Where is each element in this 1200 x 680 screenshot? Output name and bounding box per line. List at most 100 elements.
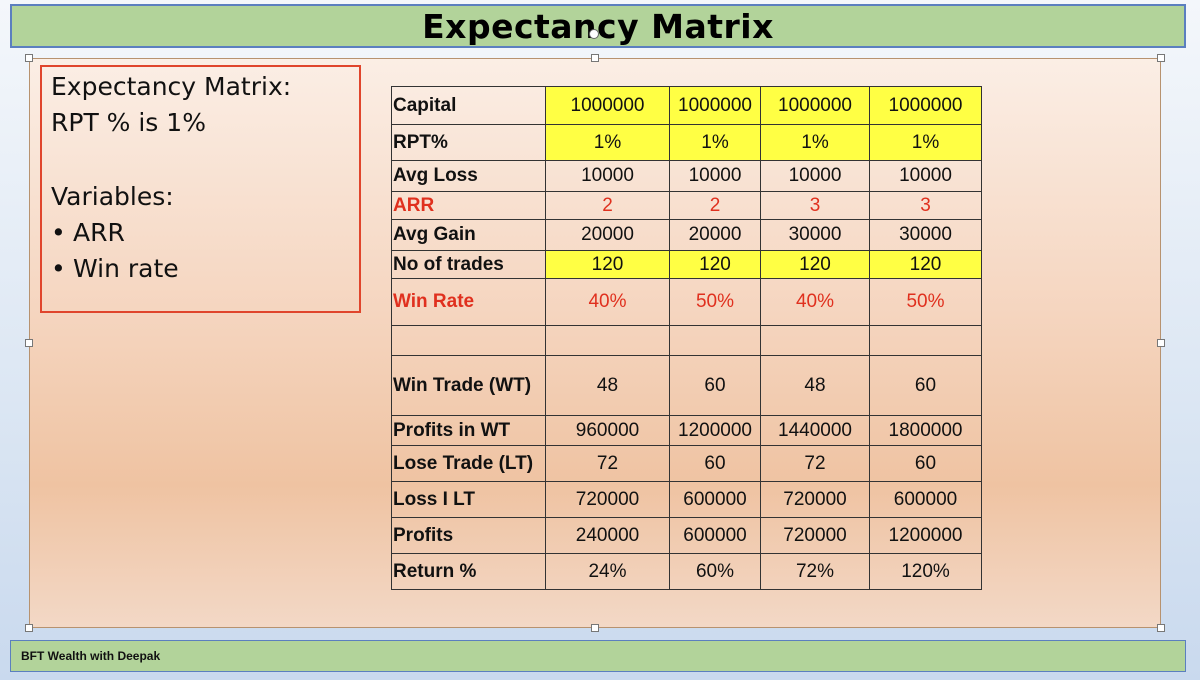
table-row — [391, 325, 982, 356]
footer-text: BFT Wealth with Deepak — [21, 649, 161, 663]
expectancy-table[interactable]: Capital 1000000 1000000 1000000 1000000 RPT% 1… — [391, 86, 982, 590]
table-row: Lose Trade (LT) 72 60 72 60 — [391, 445, 982, 482]
bullet-item: Win rate — [51, 251, 359, 287]
table-cell[interactable]: 72% — [760, 553, 870, 590]
table-row: Avg Gain 20000 20000 30000 30000 — [391, 219, 982, 251]
table-cell[interactable]: 60 — [669, 445, 761, 482]
table-cell[interactable]: 48 — [545, 355, 670, 416]
resize-handle-top-right[interactable] — [1157, 54, 1165, 62]
row-label[interactable]: Profits in WT — [391, 415, 546, 446]
resize-handle-top-center[interactable] — [591, 54, 599, 62]
table-cell[interactable]: 24% — [545, 553, 670, 590]
table-cell[interactable]: 50% — [869, 278, 982, 326]
table-cell[interactable]: 48 — [760, 355, 870, 416]
table-row: Profits 240000 600000 720000 1200000 — [391, 517, 982, 554]
table-row: Return % 24% 60% 72% 120% — [391, 553, 982, 590]
table-cell[interactable]: 600000 — [869, 481, 982, 518]
table-cell[interactable]: 720000 — [760, 481, 870, 518]
table-row: No of trades 120 120 120 120 — [391, 250, 982, 279]
resize-handle-middle-left[interactable] — [25, 339, 33, 347]
row-label[interactable]: Avg Gain — [391, 219, 546, 251]
table-cell[interactable]: 120 — [760, 250, 870, 279]
table-cell[interactable]: 1200000 — [869, 517, 982, 554]
table-cell[interactable]: 10000 — [545, 160, 670, 192]
table-cell[interactable]: 1440000 — [760, 415, 870, 446]
table-cell[interactable]: 60 — [669, 355, 761, 416]
table-cell[interactable]: 30000 — [869, 219, 982, 251]
table-cell[interactable]: 1800000 — [869, 415, 982, 446]
row-label[interactable]: Win Rate — [391, 278, 546, 326]
row-label[interactable]: Profits — [391, 517, 546, 554]
page-title: Expectancy Matrix — [422, 6, 774, 46]
resize-handle-middle-right[interactable] — [1157, 339, 1165, 347]
table-cell[interactable]: 120 — [669, 250, 761, 279]
table-cell[interactable]: 3 — [869, 191, 982, 220]
table-cell[interactable]: 60 — [869, 445, 982, 482]
title-banner[interactable]: Expectancy Matrix — [10, 4, 1186, 48]
table-cell[interactable]: 1% — [669, 124, 761, 161]
table-cell[interactable]: 600000 — [669, 481, 761, 518]
table-cell[interactable]: 20000 — [669, 219, 761, 251]
table-cell[interactable]: 720000 — [760, 517, 870, 554]
table-row: ARR 2 2 3 3 — [391, 191, 982, 220]
table-cell[interactable] — [669, 325, 761, 356]
table-row: Capital 1000000 1000000 1000000 1000000 — [391, 86, 982, 125]
table-cell[interactable]: 120 — [869, 250, 982, 279]
table-cell[interactable]: 1000000 — [545, 86, 670, 125]
table-cell[interactable]: 40% — [545, 278, 670, 326]
table-cell[interactable]: 2 — [545, 191, 670, 220]
table-cell[interactable] — [869, 325, 982, 356]
textbox-heading: Expectancy Matrix: — [51, 72, 292, 101]
row-label[interactable]: Avg Loss — [391, 160, 546, 192]
table-cell[interactable]: 10000 — [760, 160, 870, 192]
table-cell[interactable]: 600000 — [669, 517, 761, 554]
footer-banner[interactable]: BFT Wealth with Deepak — [10, 640, 1186, 672]
table-row: Win Trade (WT) 48 60 48 60 — [391, 355, 982, 416]
table-cell[interactable]: 30000 — [760, 219, 870, 251]
row-label[interactable]: Win Trade (WT) — [391, 355, 546, 416]
table-cell[interactable]: 1% — [760, 124, 870, 161]
table-cell[interactable]: 72 — [545, 445, 670, 482]
table-cell[interactable]: 50% — [669, 278, 761, 326]
row-label[interactable]: No of trades — [391, 250, 546, 279]
table-cell[interactable]: 1% — [545, 124, 670, 161]
table-row: Loss I LT 720000 600000 720000 600000 — [391, 481, 982, 518]
table-cell[interactable]: 2 — [669, 191, 761, 220]
table-cell[interactable] — [760, 325, 870, 356]
resize-handle-bottom-right[interactable] — [1157, 624, 1165, 632]
row-label[interactable]: Lose Trade (LT) — [391, 445, 546, 482]
table-row: Avg Loss 10000 10000 10000 10000 — [391, 160, 982, 192]
table-cell[interactable]: 1000000 — [869, 86, 982, 125]
table-cell[interactable]: 120 — [545, 250, 670, 279]
row-label[interactable]: ARR — [391, 191, 546, 220]
bullet-item: ARR — [51, 215, 359, 251]
rotate-handle-icon[interactable] — [589, 29, 599, 39]
table-cell[interactable]: 40% — [760, 278, 870, 326]
table-row: Profits in WT 960000 1200000 1440000 1800000 — [391, 415, 982, 446]
table-cell[interactable]: 240000 — [545, 517, 670, 554]
table-cell[interactable]: 1000000 — [669, 86, 761, 125]
table-cell[interactable]: 60 — [869, 355, 982, 416]
row-label[interactable] — [391, 325, 546, 356]
summary-textbox[interactable]: Expectancy Matrix: RPT % is 1% Variables… — [40, 65, 361, 313]
row-label[interactable]: Return % — [391, 553, 546, 590]
resize-handle-bottom-center[interactable] — [591, 624, 599, 632]
table-cell[interactable]: 20000 — [545, 219, 670, 251]
table-cell[interactable]: 720000 — [545, 481, 670, 518]
table-cell[interactable]: 72 — [760, 445, 870, 482]
row-label[interactable]: RPT% — [391, 124, 546, 161]
row-label[interactable]: Capital — [391, 86, 546, 125]
table-cell[interactable]: 1% — [869, 124, 982, 161]
resize-handle-top-left[interactable] — [25, 54, 33, 62]
table-cell[interactable]: 960000 — [545, 415, 670, 446]
table-cell[interactable]: 1200000 — [669, 415, 761, 446]
table-cell[interactable]: 120% — [869, 553, 982, 590]
table-cell[interactable]: 3 — [760, 191, 870, 220]
resize-handle-bottom-left[interactable] — [25, 624, 33, 632]
row-label[interactable]: Loss I LT — [391, 481, 546, 518]
table-cell[interactable]: 1000000 — [760, 86, 870, 125]
table-cell[interactable] — [545, 325, 670, 356]
table-cell[interactable]: 10000 — [669, 160, 761, 192]
table-cell[interactable]: 10000 — [869, 160, 982, 192]
table-cell[interactable]: 60% — [669, 553, 761, 590]
